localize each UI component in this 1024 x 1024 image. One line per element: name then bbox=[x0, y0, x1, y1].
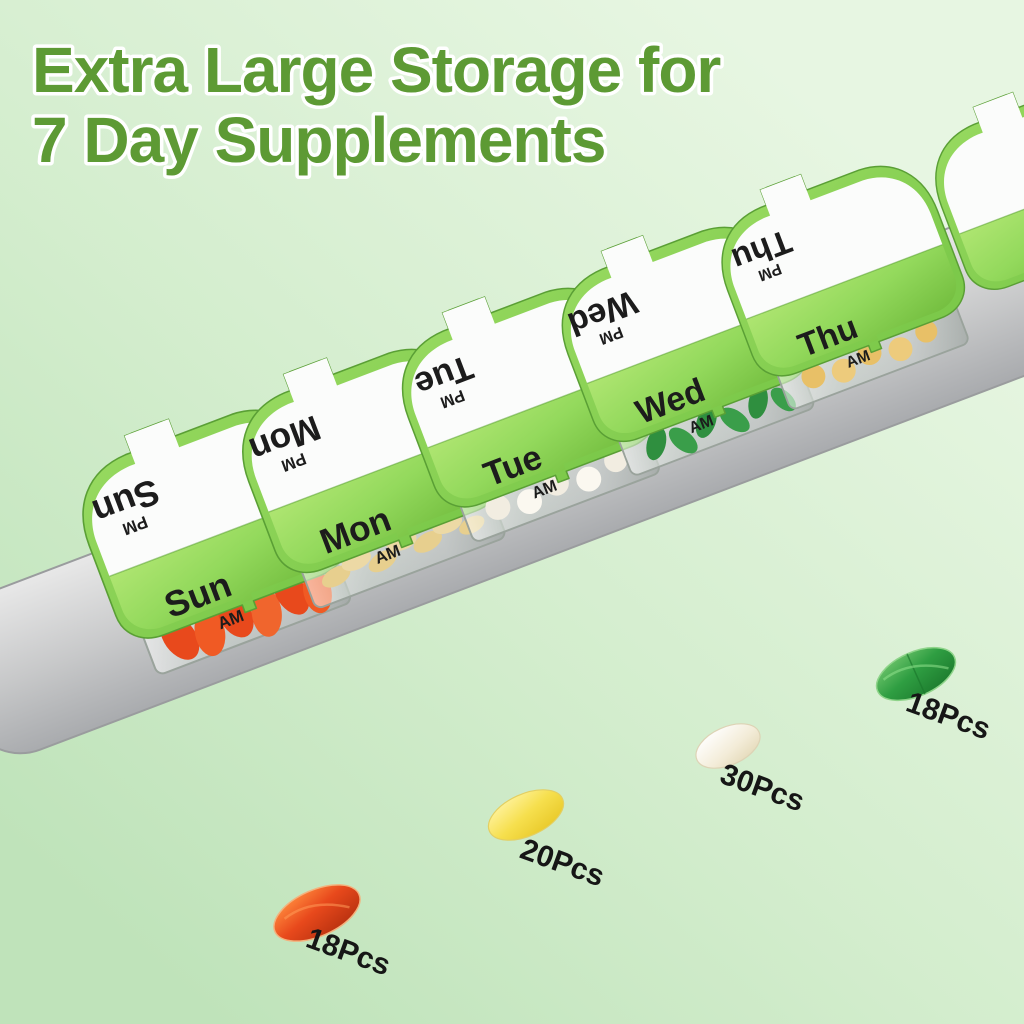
svg-text:Extra Large Storage for: Extra Large Storage for bbox=[32, 34, 720, 106]
svg-text:7 Day Supplements: 7 Day Supplements bbox=[32, 104, 605, 176]
